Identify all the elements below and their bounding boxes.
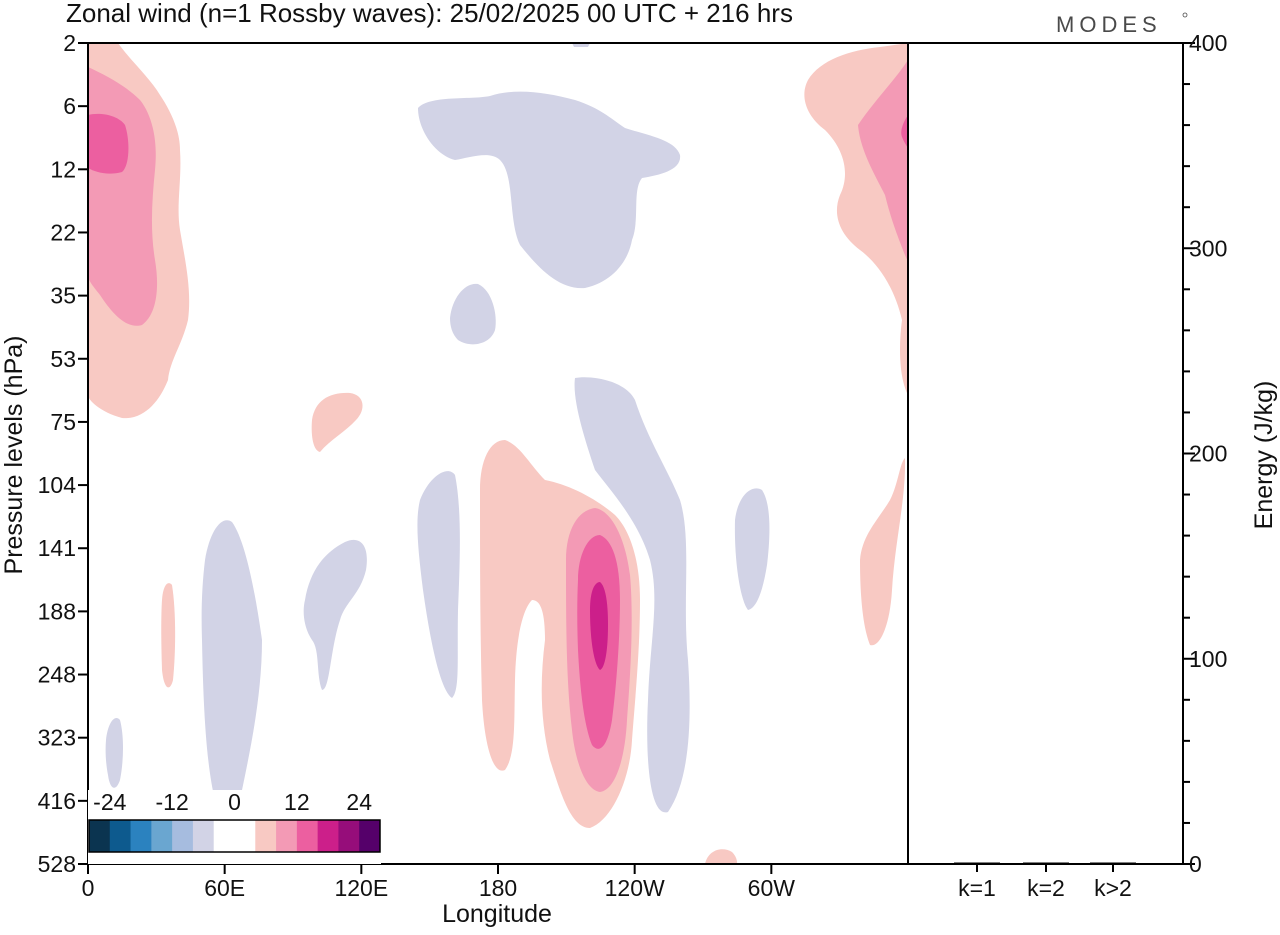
energy-bar <box>954 862 1000 864</box>
colorbar-tick-label: -12 <box>156 789 189 815</box>
colorbar-tick-label: 12 <box>284 789 310 815</box>
colorbar-swatch <box>109 820 131 852</box>
energy-bar <box>1023 862 1069 864</box>
colorbar-swatch <box>359 820 381 852</box>
colorbar-swatch <box>317 820 339 852</box>
colorbar-swatch <box>130 820 152 852</box>
longitude-tick-label: 120W <box>605 875 665 901</box>
pressure-tick-label: 248 <box>38 662 76 688</box>
neg-region-surface-small <box>105 718 123 788</box>
pressure-tick-label: 22 <box>50 219 76 245</box>
pressure-tick-label: 2 <box>63 30 76 56</box>
pos-very-strong-region-main <box>590 582 608 670</box>
energy-tick-label: 100 <box>1189 646 1227 672</box>
energy-axis-label: Energy (J/kg) <box>1250 381 1278 530</box>
contour-field <box>88 43 908 864</box>
pressure-tick-label: 416 <box>38 788 76 814</box>
neg-region-midlevel-west <box>417 471 460 698</box>
pressure-tick-label: 141 <box>38 535 76 561</box>
chart-title: Zonal wind (n=1 Rossby waves): 25/02/202… <box>66 0 793 28</box>
energy-bar <box>1090 862 1136 864</box>
pressure-tick-label: 323 <box>38 725 76 751</box>
colorbar-swatch <box>296 820 319 852</box>
pressure-tick-label: 75 <box>50 409 76 435</box>
longitude-tick-label: 60E <box>204 875 245 901</box>
longitude-tick-label: 0 <box>82 875 95 901</box>
colorbar-swatch <box>338 820 360 852</box>
pos-light-region-small-75 <box>311 392 363 452</box>
energy-tick-label: 400 <box>1189 30 1227 56</box>
pressure-tick-label: 528 <box>38 851 76 877</box>
energy-tick-label: 0 <box>1189 851 1202 877</box>
neg-region-60w <box>734 488 770 610</box>
energy-category-label: k=1 <box>958 875 996 901</box>
pressure-tick-label: 12 <box>50 156 76 182</box>
colorbar: -24 -12 0 12 24 <box>88 789 381 864</box>
pos-medium-region-east <box>858 60 908 262</box>
colorbar-tick-label: -24 <box>93 789 126 815</box>
pos-light-region-60e-small <box>161 583 176 688</box>
colorbar-frame <box>88 819 381 853</box>
pressure-tick-label: 188 <box>38 598 76 624</box>
energy-bars: k=1 k=2 k>2 <box>954 862 1136 901</box>
colorbar-swatch <box>234 820 256 852</box>
pos-strong-region-west <box>88 113 129 174</box>
pressure-tick-label: 53 <box>50 346 76 372</box>
y-axis-label: Pressure levels (hPa) <box>0 336 28 575</box>
colorbar-swatch <box>213 820 235 852</box>
colorbar-swatch <box>192 820 215 852</box>
colorbar-swatch <box>89 820 111 852</box>
longitude-tick-label: 180 <box>479 875 517 901</box>
colorbar-tick-label: 0 <box>228 789 241 815</box>
pressure-axis: 2 6 12 22 35 53 75 104 141 188 248 323 416 528 <box>38 30 88 877</box>
x-axis-label: Longitude <box>442 900 552 928</box>
energy-axis: 0 100 200 300 400 <box>1183 30 1227 877</box>
pos-light-region-bottom <box>705 849 738 864</box>
energy-category-label: k>2 <box>1094 875 1132 901</box>
longitude-tick-label: 120E <box>334 875 388 901</box>
neg-region-120e <box>303 539 367 690</box>
energy-panel-frame <box>907 42 1184 865</box>
neg-region-stratosphere <box>418 91 681 289</box>
longitude-tick-label: 60W <box>748 875 796 901</box>
colorbar-swatch <box>276 820 298 852</box>
pressure-tick-label: 6 <box>63 93 76 119</box>
colorbar-swatch <box>172 820 194 852</box>
neg-region-tilted-band <box>574 377 690 813</box>
energy-tick-label: 300 <box>1189 235 1227 261</box>
energy-category-label: k=2 <box>1027 875 1065 901</box>
energy-tick-label: 200 <box>1189 441 1227 467</box>
pos-strong-region-east <box>901 115 908 148</box>
pos-light-region-east-mid <box>860 458 906 646</box>
pressure-tick-label: 35 <box>50 283 76 309</box>
colorbar-tick-label: 24 <box>346 789 372 815</box>
registered-icon <box>1182 12 1188 18</box>
neg-region-upper-blob <box>450 283 496 345</box>
neg-region-60e <box>201 520 262 817</box>
pressure-tick-label: 104 <box>38 472 77 498</box>
brand-logo: MODES <box>1056 12 1162 37</box>
longitude-axis: 0 60E 120E 180 120W 60W <box>82 864 796 901</box>
colorbar-swatch <box>151 820 173 852</box>
colorbar-swatch <box>255 820 277 852</box>
